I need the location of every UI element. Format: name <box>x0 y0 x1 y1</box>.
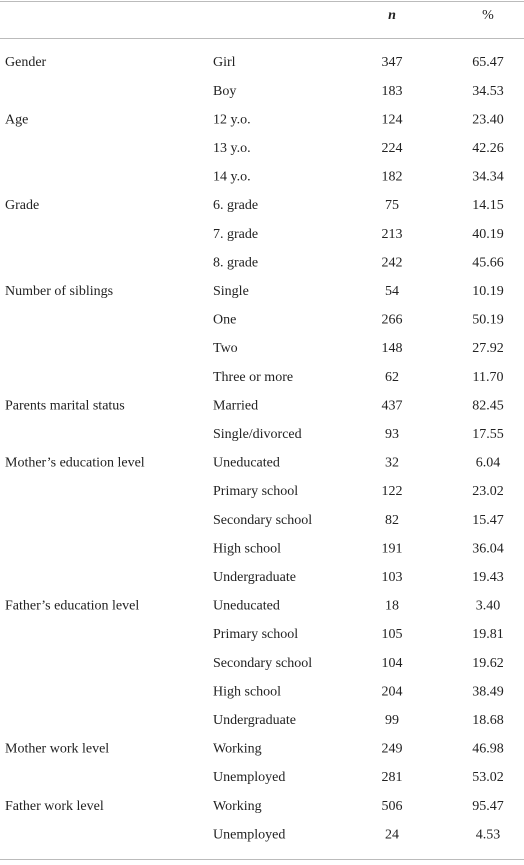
percent-cell: 6.04 <box>476 456 501 471</box>
count-cell: 82 <box>385 513 399 528</box>
group-label: Number of siblings <box>5 284 113 299</box>
subgroup-label: Primary school <box>213 627 298 642</box>
percent-cell: 4.53 <box>476 827 501 842</box>
group-label: Grade <box>5 198 39 213</box>
subgroup-label: Unemployed <box>213 827 285 842</box>
subgroup-label: 14 y.o. <box>213 170 251 185</box>
subgroup-label: Secondary school <box>213 513 312 528</box>
percent-cell: 45.66 <box>472 255 504 270</box>
percent-cell: 15.47 <box>472 513 504 528</box>
group-label: Mother work level <box>5 742 109 757</box>
count-cell: 148 <box>382 341 403 356</box>
subgroup-label: Boy <box>213 84 236 99</box>
count-cell: 93 <box>385 427 399 442</box>
percent-cell: 23.40 <box>472 112 504 127</box>
header-percent: % <box>482 8 494 23</box>
subgroup-label: Undergraduate <box>213 713 296 728</box>
group-label: Father work level <box>5 799 104 814</box>
count-cell: 183 <box>382 84 403 99</box>
percent-cell: 11.70 <box>473 370 504 385</box>
percent-cell: 10.19 <box>472 284 504 299</box>
percent-cell: 50.19 <box>472 313 504 328</box>
percent-cell: 42.26 <box>472 141 504 156</box>
subgroup-label: Undergraduate <box>213 570 296 585</box>
count-cell: 204 <box>382 684 403 699</box>
subgroup-label: High school <box>213 541 281 556</box>
subgroup-label: Single/divorced <box>213 427 302 442</box>
count-cell: 18 <box>385 599 399 614</box>
count-cell: 224 <box>382 141 403 156</box>
subgroup-label: High school <box>213 684 281 699</box>
count-cell: 122 <box>382 484 403 499</box>
percent-cell: 34.53 <box>472 84 504 99</box>
percent-cell: 3.40 <box>476 599 501 614</box>
subgroup-label: Primary school <box>213 484 298 499</box>
percent-cell: 23.02 <box>472 484 504 499</box>
count-cell: 32 <box>385 456 399 471</box>
subgroup-label: One <box>213 313 236 328</box>
count-cell: 182 <box>382 170 403 185</box>
count-cell: 281 <box>382 770 403 785</box>
count-cell: 104 <box>382 656 403 671</box>
group-label: Gender <box>5 55 47 70</box>
percent-cell: 95.47 <box>472 799 504 814</box>
count-cell: 62 <box>385 370 399 385</box>
header-n: n <box>388 8 396 23</box>
group-label: Age <box>5 112 28 127</box>
count-cell: 103 <box>382 570 403 585</box>
percent-cell: 36.04 <box>472 541 504 556</box>
group-label: Father’s education level <box>5 599 139 614</box>
count-cell: 249 <box>382 742 403 757</box>
percent-cell: 19.43 <box>472 570 504 585</box>
group-label: Parents marital status <box>5 398 125 413</box>
count-cell: 54 <box>385 284 399 299</box>
subgroup-label: Uneducated <box>213 599 280 614</box>
subgroup-label: Girl <box>213 55 236 70</box>
count-cell: 266 <box>382 313 403 328</box>
percent-cell: 14.15 <box>472 198 504 213</box>
count-cell: 437 <box>382 398 403 413</box>
percent-cell: 19.62 <box>472 656 504 671</box>
count-cell: 191 <box>382 541 403 556</box>
subgroup-label: Three or more <box>213 370 293 385</box>
percent-cell: 65.47 <box>472 55 504 70</box>
count-cell: 124 <box>382 112 403 127</box>
percent-cell: 53.02 <box>472 770 504 785</box>
subgroup-label: 13 y.o. <box>213 141 251 156</box>
count-cell: 105 <box>382 627 403 642</box>
subgroup-label: 7. grade <box>213 227 258 242</box>
subgroup-label: 6. grade <box>213 198 258 213</box>
subgroup-label: 8. grade <box>213 255 258 270</box>
percent-cell: 40.19 <box>472 227 504 242</box>
subgroup-label: 12 y.o. <box>213 112 251 127</box>
subgroup-label: Working <box>213 742 262 757</box>
subgroup-label: Uneducated <box>213 456 280 471</box>
subgroup-label: Unemployed <box>213 770 285 785</box>
percent-cell: 38.49 <box>472 684 504 699</box>
count-cell: 242 <box>382 255 403 270</box>
count-cell: 75 <box>385 198 399 213</box>
percent-cell: 18.68 <box>472 713 504 728</box>
subgroup-label: Married <box>213 398 258 413</box>
percent-cell: 34.34 <box>472 170 504 185</box>
subgroup-label: Two <box>213 341 238 356</box>
count-cell: 347 <box>382 55 403 70</box>
group-label: Mother’s education level <box>5 456 145 471</box>
percent-cell: 27.92 <box>472 341 504 356</box>
percent-cell: 19.81 <box>472 627 504 642</box>
count-cell: 24 <box>385 827 399 842</box>
subgroup-label: Single <box>213 284 249 299</box>
count-cell: 213 <box>382 227 403 242</box>
count-cell: 99 <box>385 713 399 728</box>
subgroup-label: Working <box>213 799 262 814</box>
count-cell: 506 <box>382 799 403 814</box>
percent-cell: 17.55 <box>472 427 504 442</box>
subgroup-label: Secondary school <box>213 656 312 671</box>
percent-cell: 82.45 <box>472 398 504 413</box>
percent-cell: 46.98 <box>472 742 504 757</box>
